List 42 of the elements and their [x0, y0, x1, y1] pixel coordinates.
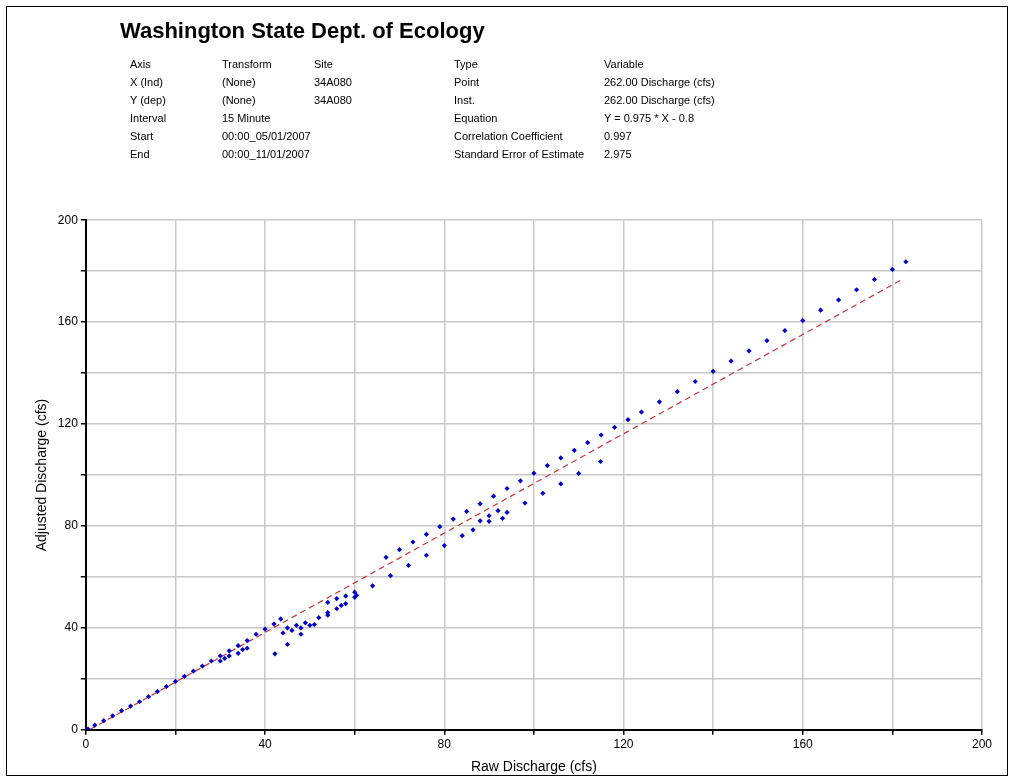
x-tick-label: 200: [971, 737, 993, 752]
text: Equation: [454, 112, 499, 124]
text: Start: [130, 130, 155, 142]
text: Transform: [222, 58, 273, 70]
x-tick-label: 120: [613, 737, 634, 752]
text: Standard Error of Estimate: [454, 148, 586, 160]
text: X (Ind): [130, 76, 164, 88]
text: 34A080: [314, 76, 353, 88]
text: (None): [222, 94, 257, 106]
y-axis-title: Adjusted Discharge (cfs): [33, 398, 50, 552]
text: Site: [314, 58, 334, 70]
text: End: [130, 148, 151, 160]
text: 00:00_05/01/2007: [222, 130, 312, 142]
y-tick-label: 40: [64, 620, 79, 635]
x-tick-label: 0: [82, 737, 90, 752]
text: 2.975: [604, 148, 633, 160]
text: 00:00_11/01/2007: [222, 148, 311, 160]
text: 0.997: [604, 130, 633, 142]
text: Point: [454, 76, 481, 88]
text: Type: [454, 58, 479, 70]
text: Variable: [604, 58, 645, 70]
y-tick-label: 160: [57, 314, 79, 329]
text: 15 Minute: [222, 112, 272, 124]
text: Interval: [130, 112, 168, 124]
x-tick-label: 80: [437, 737, 452, 752]
text: Correlation Coefficient: [454, 130, 564, 142]
text: Y = 0.975 * X - 0.8: [604, 112, 695, 124]
text: Axis: [130, 58, 152, 70]
y-tick-label: 0: [71, 722, 79, 737]
y-tick-label: 120: [57, 416, 79, 431]
text: Y (dep): [130, 94, 167, 106]
y-tick-label: 200: [57, 212, 79, 227]
text: 34A080: [314, 94, 353, 106]
chart-title: Washington State Dept. of Ecology: [120, 18, 485, 44]
text: 262.00 Discharge (cfs): [604, 94, 716, 106]
x-tick-label: 40: [258, 737, 273, 752]
text: (None): [222, 76, 257, 88]
x-tick-label: 160: [792, 737, 814, 752]
x-axis-title: Raw Discharge (cfs): [470, 758, 597, 775]
text: Inst.: [454, 94, 476, 106]
y-tick-label: 80: [64, 518, 79, 533]
text: 262.00 Discharge (cfs): [604, 76, 716, 88]
